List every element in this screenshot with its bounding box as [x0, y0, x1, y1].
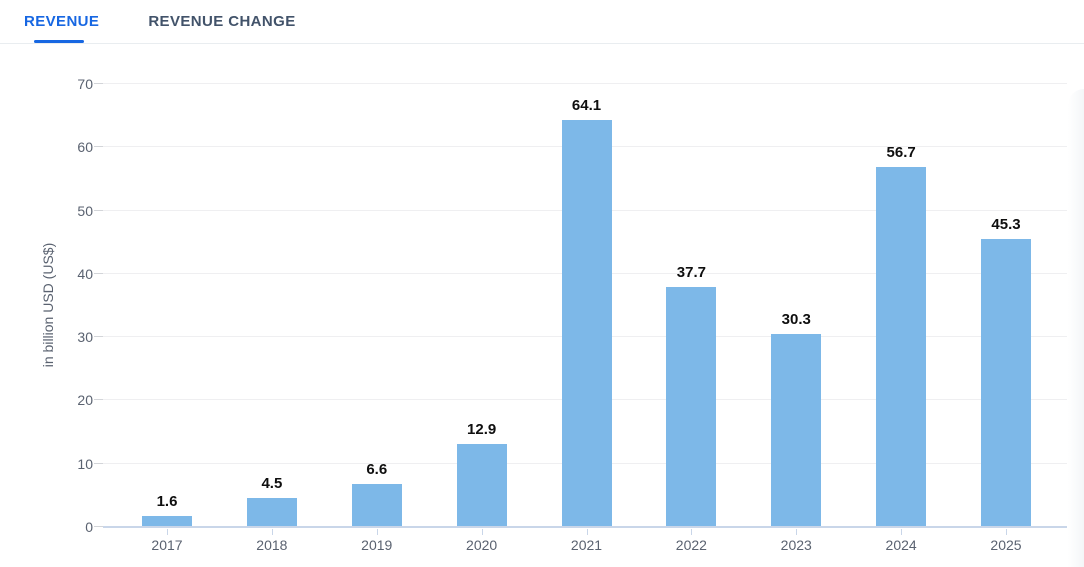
x-tick-label-2023: 2023	[780, 537, 812, 553]
active-tab-underline	[34, 40, 84, 43]
x-tick-label-2018: 2018	[256, 537, 288, 553]
x-tick-mark-2018	[271, 529, 273, 535]
x-tick-label-2024: 2024	[885, 537, 917, 553]
x-tick-mark-2024	[901, 529, 903, 535]
bar-value-2020: 12.9	[467, 421, 497, 439]
tab-revenue[interactable]: REVENUE	[24, 0, 99, 43]
y-tick-mark-40	[94, 272, 103, 274]
x-axis-line	[103, 526, 1067, 528]
tab-revenue-change[interactable]: REVENUE CHANGE	[148, 0, 295, 43]
x-tick-label-2019: 2019	[361, 537, 393, 553]
right-edge-shade	[1068, 89, 1084, 567]
y-tick-label-70: 70	[77, 76, 93, 92]
bar-value-2025: 45.3	[991, 216, 1021, 234]
bar-2023[interactable]	[771, 334, 822, 526]
x-tick-label-2021: 2021	[570, 537, 603, 553]
x-tick-label-2020: 2020	[466, 537, 498, 553]
x-tick-mark-2020	[481, 529, 483, 535]
x-tick-mark-2023	[796, 529, 798, 535]
plot-area: 1.6 4.5 6.6 12.9 64.1 37.7 30.3 56.7 45.3	[94, 83, 1067, 528]
x-tick-label-2017: 2017	[151, 537, 183, 553]
tab-revenue-label: REVENUE	[24, 13, 100, 30]
tab-revenue-change-label: REVENUE CHANGE	[148, 13, 296, 30]
y-tick-mark-0	[94, 526, 103, 527]
bar-2022[interactable]	[666, 287, 717, 526]
bar-2021[interactable]	[561, 120, 612, 526]
bar-2019[interactable]	[351, 484, 402, 526]
bar-2024[interactable]	[876, 167, 927, 526]
y-tick-mark-60	[94, 146, 103, 148]
y-axis-title: in billion USD (US$)	[40, 242, 56, 368]
y-tick-label-60: 60	[77, 139, 93, 156]
x-tick-mark-2025	[1006, 529, 1007, 535]
y-tick-label-40: 40	[77, 265, 93, 282]
y-tick-label-30: 30	[77, 329, 93, 346]
y-tick-mark-20	[94, 399, 103, 401]
x-tick-mark-2021	[586, 529, 588, 535]
y-tick-mark-30	[94, 336, 103, 338]
bar-value-2024: 56.7	[886, 144, 916, 162]
bar-2017[interactable]	[142, 515, 192, 526]
x-tick-mark-2019	[376, 529, 378, 535]
x-tick-label-2025: 2025	[990, 537, 1022, 553]
x-tick-label-2022: 2022	[675, 537, 707, 553]
y-tick-mark-10	[94, 462, 103, 464]
bar-value-2021: 64.1	[571, 97, 602, 115]
y-tick-label-20: 20	[77, 392, 93, 409]
bar-2025[interactable]	[981, 239, 1031, 526]
bar-2018[interactable]	[246, 497, 297, 526]
bar-value-2018: 4.5	[261, 474, 283, 492]
y-tick-label-0: 0	[85, 519, 93, 535]
bar-2020[interactable]	[456, 444, 507, 526]
bar-chart: in billion USD (US$) 1.6 4.5 6.6 12.9 64.1 37…	[0, 44, 1084, 567]
tab-bar: REVENUE REVENUE CHANGE	[0, 0, 1084, 44]
bar-value-2019: 6.6	[366, 461, 388, 479]
gridline-70	[103, 83, 1067, 84]
y-tick-label-50: 50	[77, 202, 93, 219]
bar-value-2022: 37.7	[676, 264, 706, 282]
bar-value-2023: 30.3	[781, 311, 811, 329]
y-tick-mark-50	[94, 209, 103, 211]
bar-value-2017: 1.6	[156, 492, 178, 510]
x-tick-mark-2022	[691, 529, 693, 535]
y-tick-label-10: 10	[77, 455, 93, 472]
x-tick-mark-2017	[167, 529, 168, 535]
y-tick-mark-70	[94, 83, 103, 84]
